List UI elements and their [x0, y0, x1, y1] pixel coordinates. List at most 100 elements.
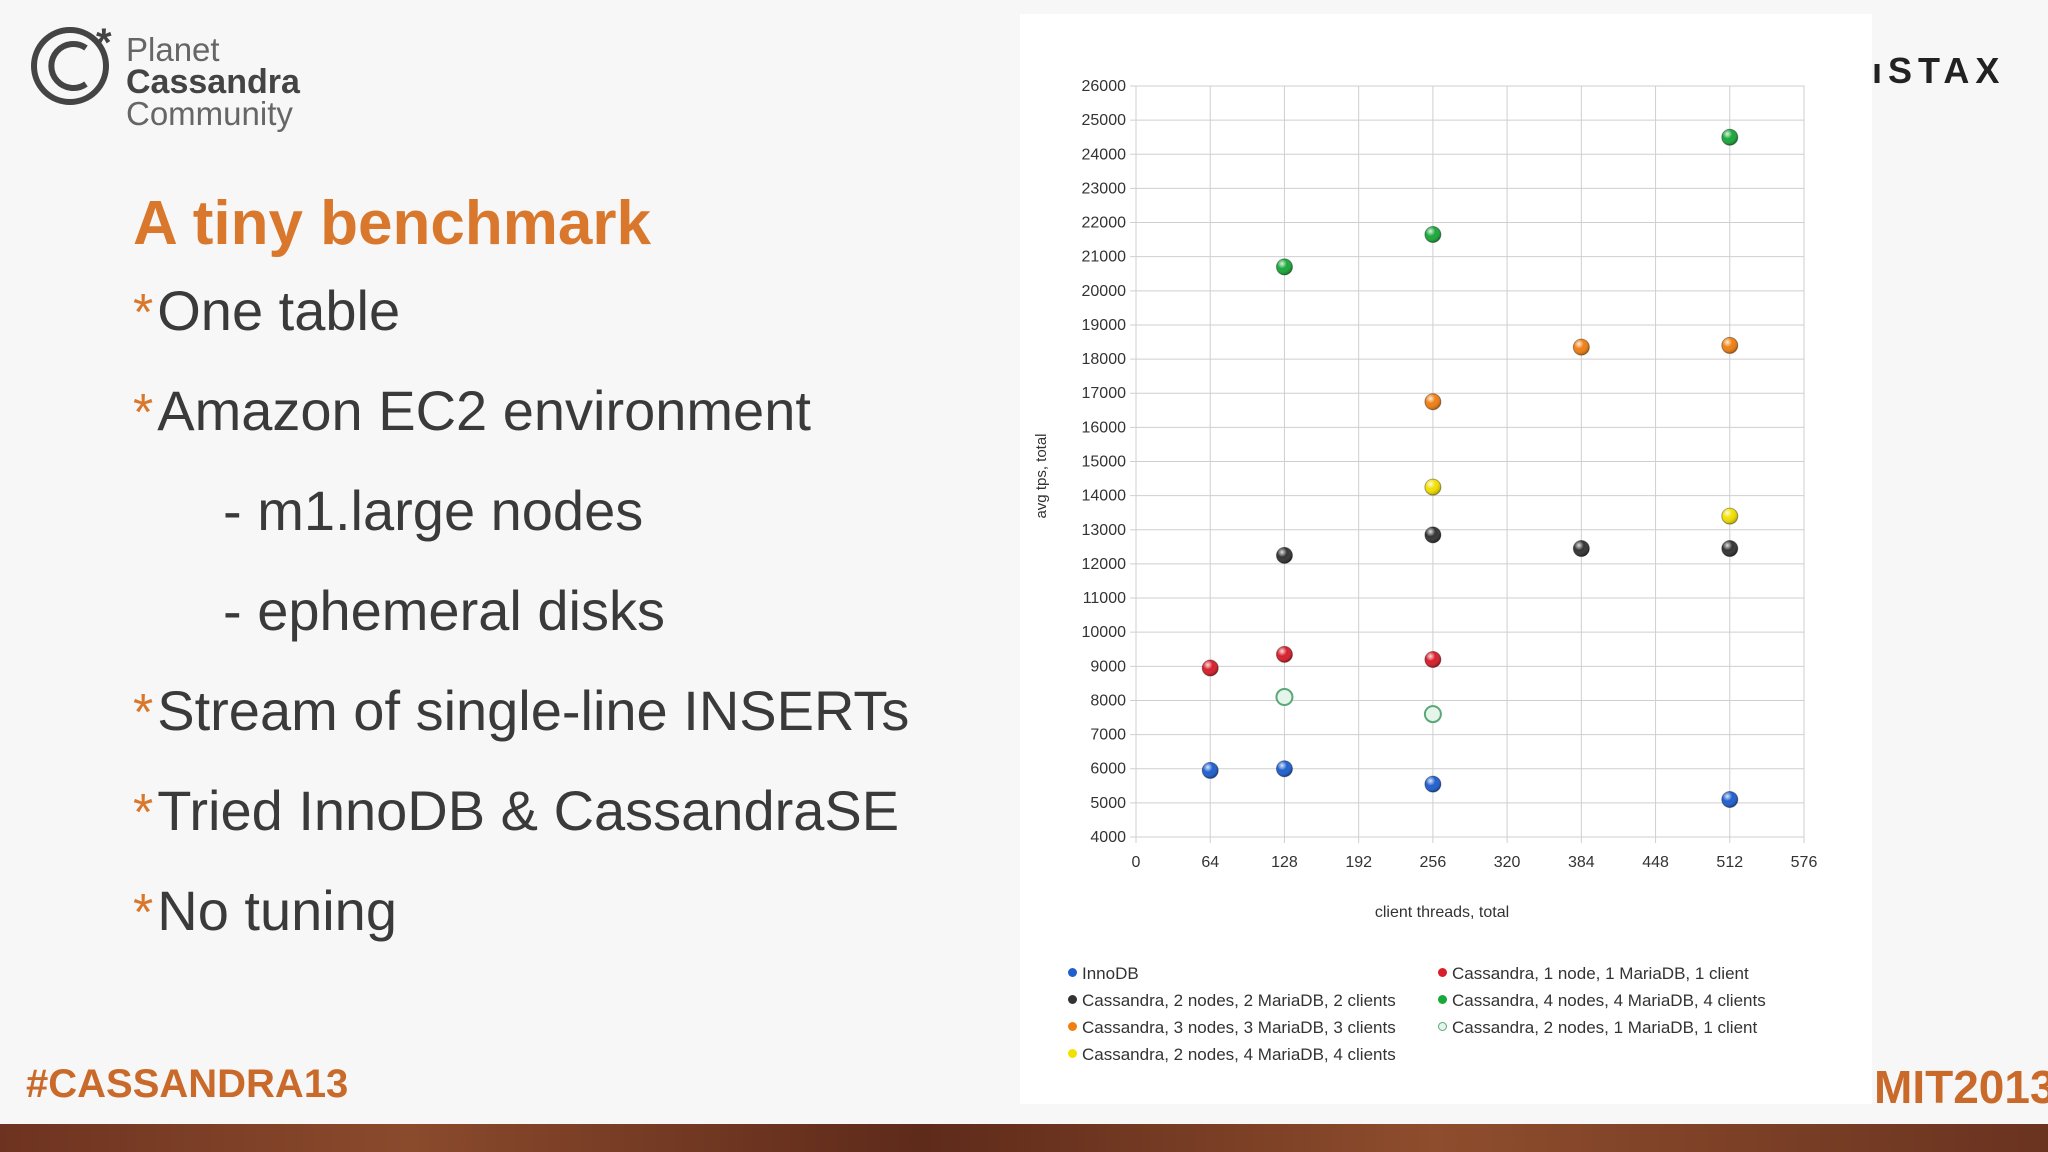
- logo-line-cassandra: Cassandra: [126, 63, 300, 101]
- data-point: [1424, 526, 1442, 544]
- data-point: [1275, 760, 1293, 778]
- bullet-star-icon: *: [133, 384, 154, 442]
- y-tick-label: 9000: [1090, 658, 1126, 675]
- bullet-subitem: - ephemeral disks: [223, 579, 665, 642]
- data-point: [1424, 225, 1442, 243]
- x-tick-label: 512: [1716, 854, 1743, 871]
- bullet-item: *Amazon EC2 environment: [133, 378, 811, 443]
- legend-marker-icon: [1068, 968, 1077, 978]
- bullet-item: *Tried InnoDB & CassandraSE: [133, 778, 899, 843]
- legend-item: Cassandra, 2 nodes, 1 MariaDB, 1 client: [1438, 1018, 1757, 1038]
- legend-label: Cassandra, 2 nodes, 2 MariaDB, 2 clients: [1082, 991, 1396, 1010]
- legend-label: Cassandra, 3 nodes, 3 MariaDB, 3 clients: [1082, 1018, 1396, 1037]
- cassandra-logo-icon: *: [31, 26, 112, 105]
- y-tick-label: 24000: [1082, 146, 1127, 163]
- svg-text:*: *: [96, 26, 112, 65]
- data-point: [1721, 336, 1739, 354]
- data-point: [1423, 705, 1442, 724]
- y-tick-label: 7000: [1090, 727, 1126, 744]
- data-point: [1572, 338, 1590, 356]
- data-point: [1721, 790, 1739, 808]
- bullet-item: *One table: [133, 278, 400, 343]
- bullet-text: No tuning: [157, 879, 397, 942]
- x-tick-label: 64: [1201, 854, 1219, 871]
- data-point: [1721, 128, 1739, 146]
- y-tick-label: 16000: [1082, 419, 1127, 436]
- bullet-item: *Stream of single-line INSERTs: [133, 678, 909, 743]
- slide-title: A tiny benchmark: [133, 189, 651, 258]
- x-tick-label: 384: [1568, 854, 1595, 871]
- data-point: [1424, 775, 1442, 793]
- legend-label: Cassandra, 1 node, 1 MariaDB, 1 client: [1452, 964, 1749, 983]
- y-tick-label: 23000: [1082, 180, 1127, 197]
- y-tick-label: 18000: [1082, 351, 1127, 368]
- data-point: [1424, 393, 1442, 411]
- y-tick-label: 8000: [1090, 692, 1126, 709]
- y-tick-label: 26000: [1082, 78, 1127, 95]
- x-axis-label: client threads, total: [1375, 904, 1509, 921]
- legend-label: Cassandra, 4 nodes, 4 MariaDB, 4 clients: [1452, 991, 1766, 1010]
- planet-cassandra-logo: * Planet Cassandra Community: [28, 26, 328, 136]
- chart-panel: 4000 5000 6000 7000 8000 9000 10000 11000 12000 1…: [1020, 14, 1872, 1104]
- y-tick-label: 19000: [1082, 317, 1127, 334]
- bullet-star-icon: *: [133, 684, 154, 742]
- legend-item: Cassandra, 1 node, 1 MariaDB, 1 client: [1438, 964, 1749, 984]
- data-point: [1275, 546, 1293, 564]
- hashtag: #CASSANDRA13: [26, 1062, 349, 1106]
- bullet-subitem: - m1.large nodes: [223, 479, 644, 542]
- legend-item: Cassandra, 2 nodes, 4 MariaDB, 4 clients: [1068, 1045, 1396, 1065]
- legend-marker-icon: [1068, 995, 1077, 1005]
- legend-marker-icon: [1068, 1049, 1077, 1059]
- y-tick-label: 12000: [1082, 556, 1127, 573]
- bullet-text: Amazon EC2 environment: [157, 379, 811, 442]
- data-point: [1721, 507, 1739, 525]
- logo-line-community: Community: [126, 95, 293, 132]
- y-tick-label: 25000: [1082, 112, 1127, 129]
- x-tick-label: 128: [1271, 854, 1298, 871]
- y-tick-label: 6000: [1090, 761, 1126, 778]
- data-point: [1721, 540, 1739, 558]
- bullet-star-icon: *: [133, 884, 154, 942]
- y-tick-label: 4000: [1090, 829, 1126, 846]
- bullet-star-icon: *: [133, 784, 154, 842]
- y-tick-label: 14000: [1082, 488, 1127, 505]
- y-tick-label: 15000: [1082, 454, 1127, 471]
- y-tick-label: 20000: [1082, 283, 1127, 300]
- x-tick-label: 256: [1420, 854, 1447, 871]
- legend-label: Cassandra, 2 nodes, 4 MariaDB, 4 clients: [1082, 1045, 1396, 1064]
- x-tick-label: 0: [1132, 854, 1141, 871]
- data-point: [1275, 645, 1293, 663]
- data-point: [1424, 650, 1442, 668]
- legend-marker-icon: [1068, 1022, 1077, 1032]
- data-point: [1275, 258, 1293, 276]
- x-tick-label: 320: [1494, 854, 1521, 871]
- legend-item: Cassandra, 3 nodes, 3 MariaDB, 3 clients: [1068, 1018, 1396, 1038]
- legend-marker-icon: [1438, 1022, 1447, 1032]
- legend-item: InnoDB: [1068, 964, 1139, 984]
- y-tick-label: 11000: [1083, 590, 1126, 607]
- scatter-chart: 4000 5000 6000 7000 8000 9000 10000 11000 12000 1…: [1033, 78, 1817, 921]
- logo-line-planet: Planet: [126, 31, 220, 68]
- legend-marker-icon: [1438, 968, 1447, 978]
- x-tick-label: 192: [1345, 854, 1372, 871]
- legend-item: Cassandra, 2 nodes, 2 MariaDB, 2 clients: [1068, 991, 1396, 1011]
- legend-item: Cassandra, 4 nodes, 4 MariaDB, 4 clients: [1438, 991, 1766, 1011]
- bullet-text: Tried InnoDB & CassandraSE: [157, 779, 900, 842]
- legend-label: Cassandra, 2 nodes, 1 MariaDB, 1 client: [1452, 1018, 1758, 1037]
- y-tick-label: 10000: [1082, 624, 1127, 641]
- legend-label: InnoDB: [1082, 964, 1139, 983]
- x-tick-label: 448: [1642, 854, 1669, 871]
- y-tick-label: 13000: [1082, 522, 1127, 539]
- y-axis-label: avg tps, total: [1033, 433, 1050, 518]
- data-point: [1424, 478, 1442, 496]
- bullet-item: *No tuning: [133, 878, 397, 943]
- y-tick-label: 17000: [1082, 385, 1127, 402]
- bullet-star-icon: *: [133, 284, 154, 342]
- bottom-decorative-band: [0, 1124, 2048, 1152]
- y-tick-label: 22000: [1082, 215, 1127, 232]
- y-tick-label: 5000: [1090, 795, 1126, 812]
- summit-logo-partial: MIT2013: [1874, 1061, 2048, 1113]
- bullet-text: Stream of single-line INSERTs: [157, 679, 910, 742]
- data-point: [1201, 659, 1219, 677]
- datastax-logo-partial: ıSTAX: [1872, 50, 2006, 91]
